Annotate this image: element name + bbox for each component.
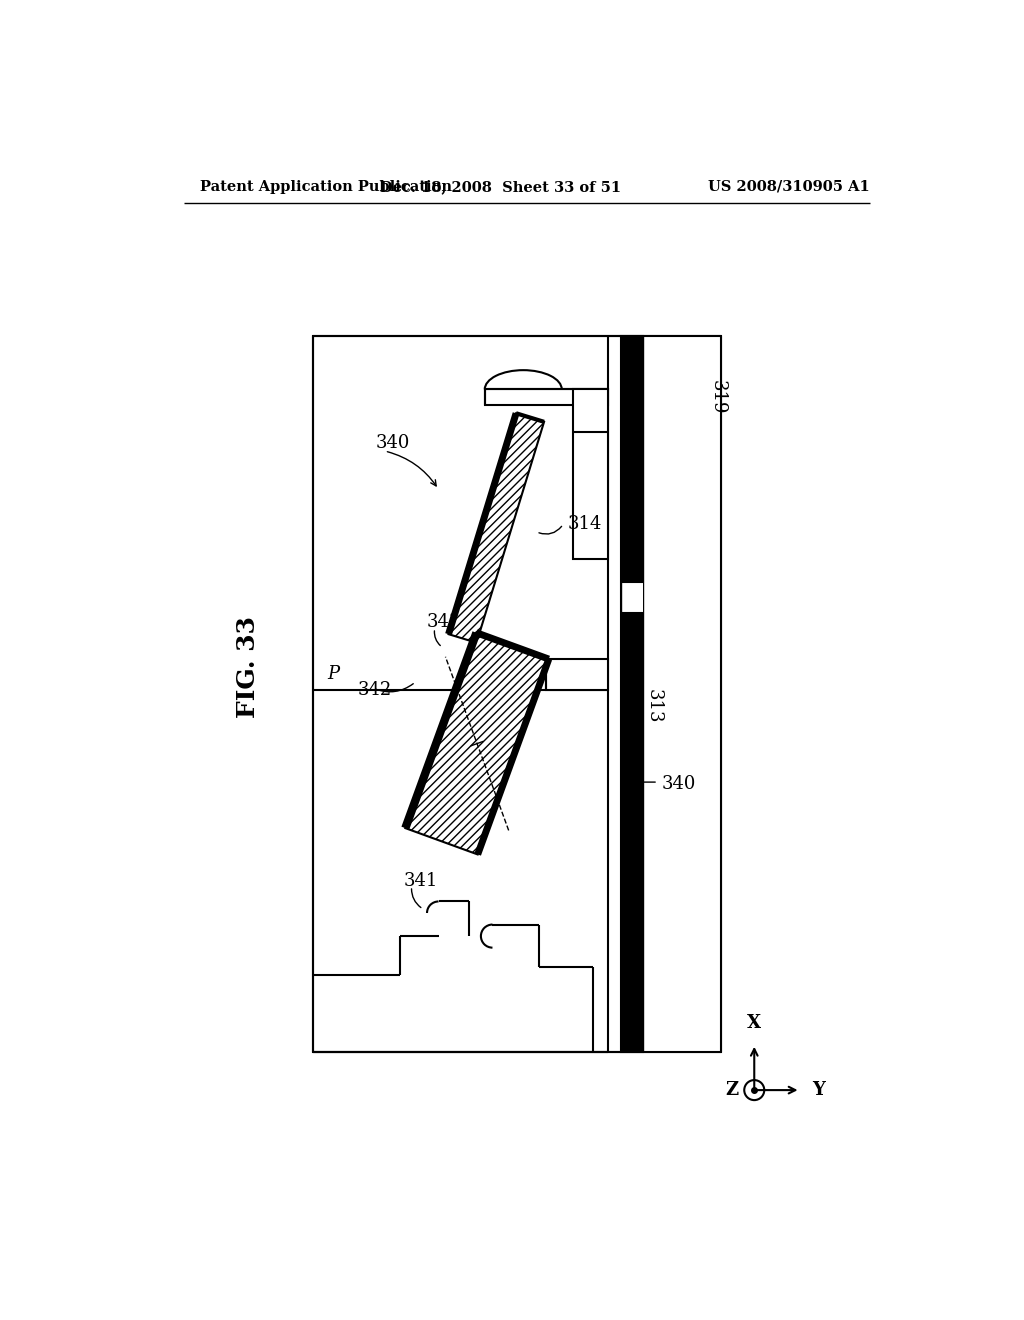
- Polygon shape: [449, 413, 544, 643]
- Polygon shape: [406, 632, 549, 854]
- Text: Y: Y: [812, 1081, 825, 1100]
- Text: 342: 342: [357, 681, 392, 698]
- Bar: [643, 335, 721, 1052]
- Text: 313: 313: [645, 689, 663, 723]
- Text: 343: 343: [427, 612, 462, 631]
- Bar: [621, 335, 643, 1052]
- Text: FIG. 33: FIG. 33: [236, 615, 260, 718]
- Bar: [547, 659, 608, 689]
- Bar: [572, 389, 608, 558]
- Bar: [621, 582, 643, 612]
- Text: US 2008/310905 A1: US 2008/310905 A1: [708, 180, 869, 194]
- Bar: [484, 389, 608, 405]
- Text: 340: 340: [662, 775, 696, 792]
- Text: 340: 340: [376, 434, 410, 453]
- Text: Dec. 18, 2008  Sheet 33 of 51: Dec. 18, 2008 Sheet 33 of 51: [380, 180, 621, 194]
- Text: Z: Z: [726, 1081, 739, 1100]
- Text: X: X: [748, 1014, 761, 1032]
- Text: Patent Application Publication: Patent Application Publication: [200, 180, 452, 194]
- Text: P: P: [327, 665, 339, 684]
- Text: 319: 319: [709, 380, 726, 414]
- Bar: [313, 335, 721, 1052]
- Text: 341: 341: [403, 871, 438, 890]
- Text: 314: 314: [567, 515, 601, 533]
